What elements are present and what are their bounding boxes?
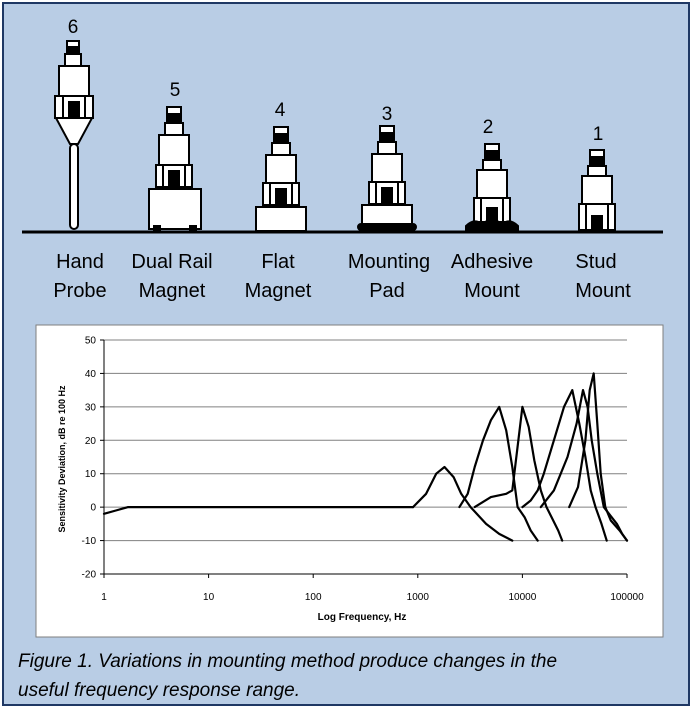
mount-number-3: 3: [382, 104, 393, 125]
chart-y-tick-label: 20: [85, 436, 97, 447]
mount-label-5-line2: Magnet: [139, 280, 206, 302]
chart-x-tick-label: 10: [203, 592, 215, 603]
mount-number-1: 1: [593, 124, 604, 145]
stud-mount-accelerometer-icon: [578, 149, 616, 231]
mount-label-6-line1: Hand: [56, 251, 104, 273]
chart-panel: [35, 324, 664, 638]
caption-line-1: Figure 1. Variations in mounting method …: [18, 651, 558, 672]
flat-magnet-accelerometer-icon: [255, 126, 307, 232]
caption-line-2: useful frequency response range.: [18, 680, 301, 701]
chart-y-tick-label: -20: [82, 570, 97, 581]
chart-y-tick-label: 0: [90, 503, 96, 514]
mount-label-3-line2: Pad: [369, 280, 405, 302]
chart-axes: [100, 339, 628, 578]
chart-y-tick-label: 50: [85, 336, 97, 347]
chart-series-line-3: [458, 405, 539, 542]
chart-x-tick-label: 1000: [407, 592, 430, 603]
mount-number-2: 2: [483, 117, 494, 138]
mount-label-1-line2: Mount: [575, 280, 631, 302]
mounting-diagram: 6 5 4 3 2 1 Hand Probe Dual Rail Magnet …: [22, 17, 664, 638]
figure-caption: Figure 1. Variations in mounting method …: [18, 647, 678, 705]
chart-series-line-4: [473, 405, 564, 542]
chart-x-tick-label: 100: [305, 592, 322, 603]
chart-series-line-6: [539, 389, 629, 542]
chart-y-axis-label: Sensitivity Deviation, dB re 100 Hz: [57, 385, 67, 533]
hand-probe-accelerometer-icon: [54, 40, 94, 230]
mount-label-5-line1: Dual Rail: [131, 251, 212, 273]
chart-x-tick-labels: 1 10 100 1000 10000 100000: [101, 592, 644, 603]
chart-x-tick-label: 10000: [508, 592, 536, 603]
mount-label-4-line2: Magnet: [245, 280, 312, 302]
chart-x-axis-label: Log Frequency, Hz: [318, 612, 407, 623]
chart-series-line-1: [102, 506, 415, 515]
mount-number-6: 6: [68, 17, 79, 38]
chart-y-tick-label: 30: [85, 402, 97, 413]
chart-series: [102, 372, 629, 542]
mount-label-3-line1: Mounting: [348, 251, 430, 273]
mount-label-1-line1: Stud: [575, 251, 616, 273]
mount-label-2-line2: Mount: [464, 280, 520, 302]
chart-y-tick-label: 40: [85, 369, 97, 380]
figure-frame: 6 5 4 3 2 1 Hand Probe Dual Rail Magnet …: [2, 2, 690, 706]
chart-y-tick-label: 10: [85, 469, 97, 480]
mount-number-4: 4: [275, 100, 286, 121]
adhesive-mount-accelerometer-icon: [465, 143, 519, 231]
mount-number-5: 5: [170, 80, 181, 101]
chart-x-tick-label: 1: [101, 592, 107, 603]
dual-rail-magnet-accelerometer-icon: [148, 106, 202, 233]
chart-series-line-2: [411, 465, 514, 542]
chart-series-line-5: [521, 389, 608, 542]
mount-label-4-line1: Flat: [261, 251, 295, 273]
chart-y-tick-label: -10: [82, 536, 97, 547]
chart-y-tick-labels: 50 40 30 20 10 0 -10 -20: [82, 336, 97, 581]
mount-label-6-line2: Probe: [53, 280, 106, 302]
chart-series-line-7: [568, 372, 629, 542]
mounting-pad-accelerometer-icon: [357, 125, 417, 231]
chart-x-tick-label: 100000: [610, 592, 644, 603]
mount-label-2-line1: Adhesive: [451, 251, 533, 273]
